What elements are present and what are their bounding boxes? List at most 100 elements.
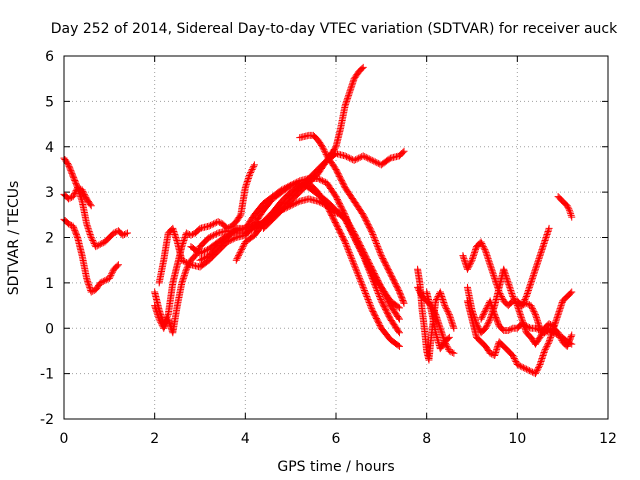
data-point	[172, 235, 180, 243]
data-point	[504, 279, 512, 287]
data-point	[400, 299, 408, 307]
data-point	[361, 153, 369, 161]
data-point	[488, 302, 496, 310]
data-point	[414, 285, 422, 293]
data-point	[528, 305, 536, 313]
data-point	[368, 228, 376, 236]
data-point	[460, 255, 468, 263]
data-point	[539, 351, 547, 359]
data-point	[236, 249, 244, 257]
data-point	[337, 211, 345, 219]
data-point	[396, 289, 404, 297]
data-point	[343, 244, 351, 252]
data-point	[438, 292, 446, 300]
data-point	[344, 219, 352, 227]
data-point	[510, 296, 518, 304]
data-point	[86, 283, 94, 291]
data-point	[342, 100, 350, 108]
data-point	[480, 309, 488, 317]
data-point	[541, 238, 549, 246]
data-point	[365, 155, 373, 163]
data-point	[512, 299, 520, 307]
data-point	[440, 300, 448, 308]
data-point	[180, 273, 188, 281]
data-point	[485, 258, 493, 266]
data-point	[350, 156, 358, 164]
data-point	[480, 244, 488, 252]
data-point	[442, 305, 450, 313]
data-point	[533, 315, 541, 323]
data-point	[93, 242, 101, 250]
data-point	[238, 244, 246, 252]
data-point	[541, 345, 549, 353]
data-point	[106, 273, 114, 281]
data-point	[347, 155, 355, 163]
data-point	[534, 326, 542, 334]
data-point	[349, 228, 357, 236]
data-point	[546, 336, 554, 344]
x-tick-label: 10	[508, 431, 526, 447]
data-point	[533, 317, 541, 325]
y-tick-label: 0	[45, 321, 54, 337]
data-point	[515, 361, 523, 369]
data-point	[346, 87, 354, 95]
data-point	[153, 309, 161, 317]
data-point	[371, 235, 379, 243]
data-point	[445, 347, 453, 355]
data-point	[321, 149, 329, 157]
data-point	[529, 273, 537, 281]
data-point	[80, 190, 88, 198]
data-point	[461, 258, 469, 266]
data-point	[490, 308, 498, 316]
data-point	[468, 256, 476, 264]
data-point	[486, 259, 494, 267]
data-point	[491, 276, 499, 284]
data-point	[86, 230, 94, 238]
data-point	[444, 344, 452, 352]
data-point	[350, 261, 358, 269]
data-point	[348, 82, 356, 90]
data-point	[519, 364, 527, 372]
data-series-track-18	[518, 224, 553, 310]
data-point	[398, 294, 406, 302]
y-tick-label: 4	[45, 140, 54, 156]
data-point	[353, 155, 361, 163]
data-point	[507, 286, 515, 294]
data-point	[181, 258, 189, 266]
data-point	[545, 226, 553, 234]
data-point	[211, 219, 219, 227]
data-point	[435, 321, 443, 329]
data-point	[205, 222, 213, 230]
data-point	[506, 326, 514, 334]
data-point	[205, 234, 213, 241]
data-point	[492, 348, 500, 356]
data-point	[540, 350, 548, 358]
data-point	[542, 235, 550, 243]
data-point	[349, 78, 357, 86]
data-point	[89, 237, 97, 245]
data-point	[518, 317, 526, 325]
data-point	[96, 279, 104, 287]
data-point	[500, 267, 508, 275]
data-point	[375, 291, 383, 299]
data-point	[540, 240, 548, 248]
data-point	[514, 305, 522, 313]
data-series-track-2	[60, 215, 122, 296]
data-point	[432, 296, 440, 304]
data-point	[244, 176, 252, 184]
data-point	[501, 268, 509, 276]
data-point	[493, 345, 501, 353]
data-point	[377, 296, 385, 304]
data-point	[517, 314, 525, 322]
data-point	[344, 217, 352, 225]
data-point	[315, 175, 323, 183]
data-point	[211, 230, 219, 238]
data-point	[489, 270, 497, 278]
data-point	[359, 152, 367, 160]
data-point	[536, 361, 544, 369]
data-point	[172, 234, 180, 241]
data-point	[188, 230, 196, 238]
data-point	[356, 274, 364, 282]
data-point	[438, 329, 446, 337]
data-point	[551, 321, 559, 329]
